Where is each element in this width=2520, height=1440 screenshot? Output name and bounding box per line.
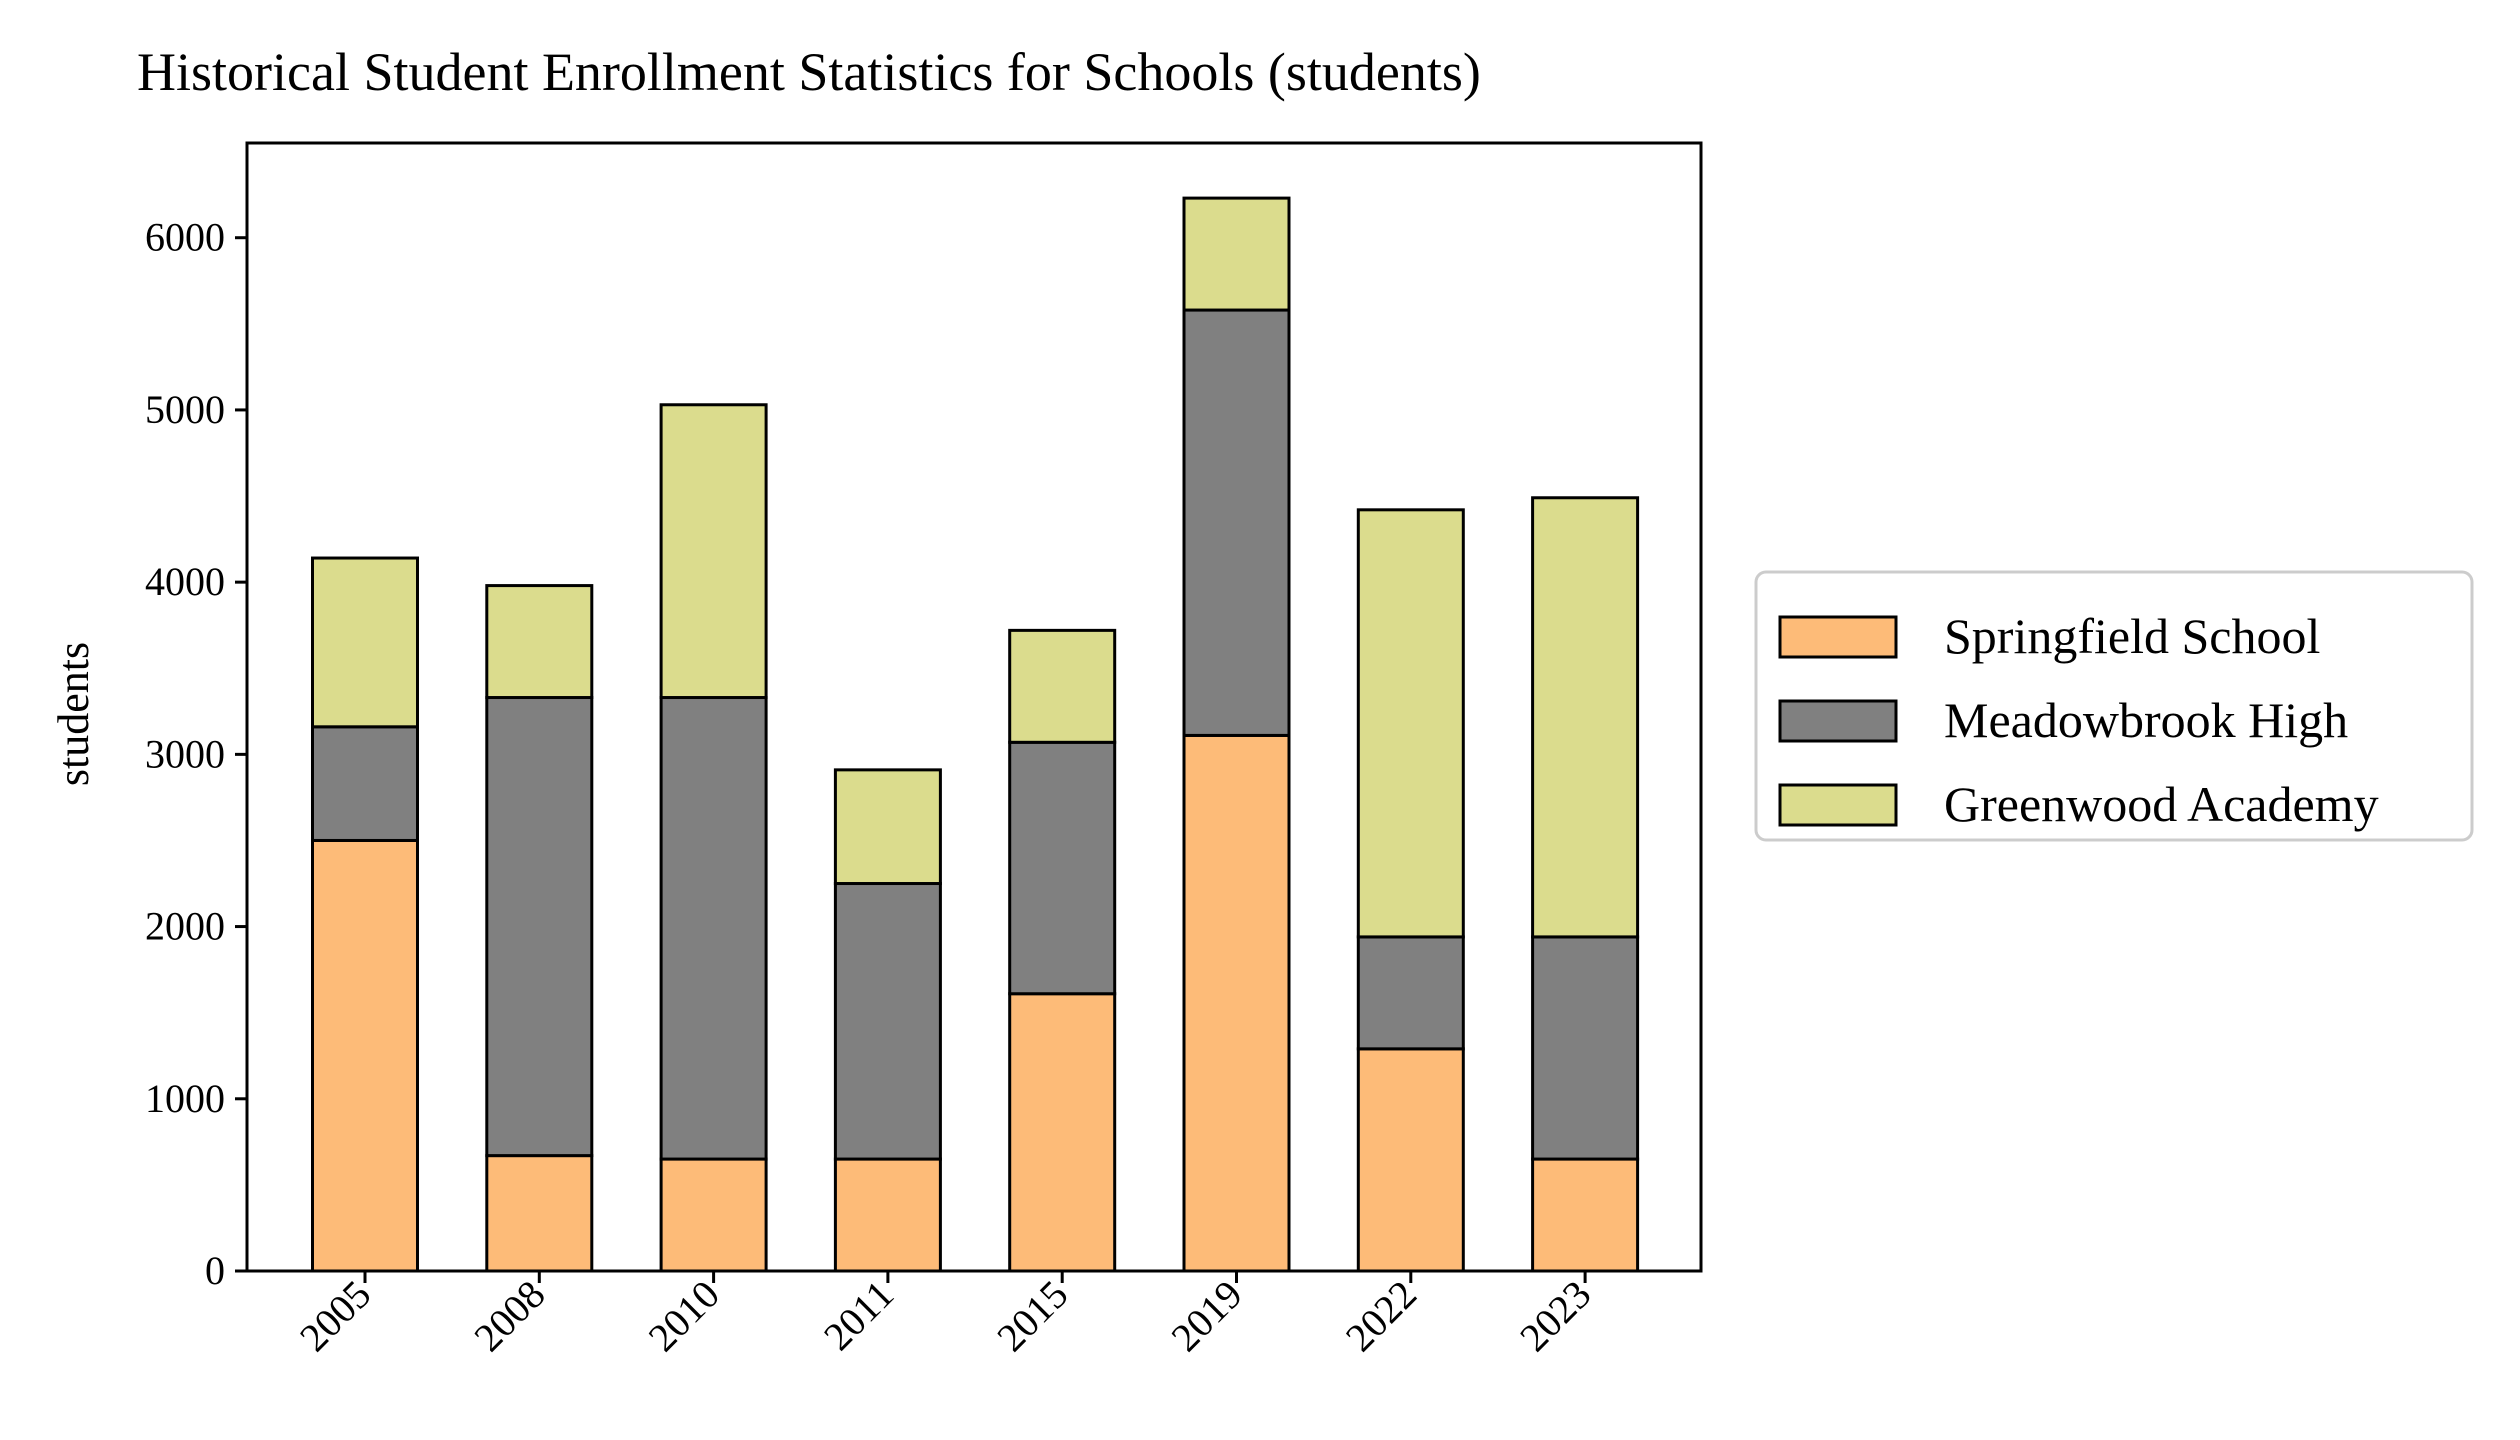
legend-frame [1754, 570, 2474, 842]
x-tick-label: 2005 [291, 1272, 379, 1360]
bar-2023-series-1 [1531, 935, 1640, 1161]
x-tick-label: 2010 [640, 1272, 728, 1360]
bar-2010-series-1 [659, 696, 768, 1161]
bar-2022-series-2 [1356, 508, 1465, 939]
bar-2008-series-1 [485, 696, 594, 1158]
bar-2005-series-0 [311, 838, 419, 1273]
y-tick-label: 0 [205, 1248, 225, 1293]
y-tick-label: 1000 [145, 1076, 225, 1121]
bar-2015-series-1 [1008, 740, 1117, 996]
y-tick-label: 4000 [145, 559, 225, 604]
legend-swatch-2 [1778, 783, 1898, 827]
bar-2011-series-2 [833, 768, 942, 886]
bar-2022-series-1 [1356, 935, 1465, 1051]
bar-2019-series-2 [1182, 196, 1291, 312]
bars-group [311, 196, 1640, 1273]
legend-swatch-0 [1778, 615, 1898, 659]
legend-label-2: Greenwood Academy [1944, 776, 2379, 832]
plot-frame [245, 141, 1703, 1273]
y-tick-label: 5000 [145, 387, 225, 432]
y-tick-label: 3000 [145, 731, 225, 776]
y-axis-label: students [49, 642, 98, 786]
x-tick-label: 2011 [815, 1272, 902, 1359]
bar-2019-series-1 [1182, 308, 1291, 737]
y-tick-label: 2000 [145, 904, 225, 949]
legend-label-1: Meadowbrook High [1944, 692, 2348, 748]
y-tick-label: 6000 [145, 215, 225, 260]
legend: Springfield School Meadowbrook High Greenw… [1754, 570, 2474, 842]
legend-swatch-1 [1778, 699, 1898, 743]
x-tick-label: 2023 [1511, 1272, 1599, 1360]
bar-2011-series-1 [833, 882, 942, 1161]
bar-2010-series-2 [659, 403, 768, 700]
bar-2011-series-0 [833, 1157, 942, 1273]
chart-title: Historical Student Enrollment Statistics… [137, 42, 1481, 102]
x-tick-label: 2008 [465, 1272, 553, 1360]
bar-2008-series-0 [485, 1154, 594, 1273]
legend-label-0: Springfield School [1944, 608, 2320, 664]
bar-2015-series-0 [1008, 992, 1117, 1273]
bar-2023-series-0 [1531, 1157, 1640, 1273]
bar-2023-series-2 [1531, 496, 1640, 939]
bar-2019-series-0 [1182, 733, 1291, 1273]
x-tick-label: 2015 [988, 1272, 1076, 1360]
bar-2008-series-2 [485, 584, 594, 700]
x-tick-label: 2022 [1337, 1272, 1425, 1360]
bar-2005-series-1 [311, 725, 419, 842]
x-tick-label: 2019 [1162, 1272, 1250, 1360]
bar-2010-series-0 [659, 1157, 768, 1273]
bar-2022-series-0 [1356, 1047, 1465, 1273]
bar-2015-series-2 [1008, 628, 1117, 744]
bar-2005-series-2 [311, 556, 419, 729]
